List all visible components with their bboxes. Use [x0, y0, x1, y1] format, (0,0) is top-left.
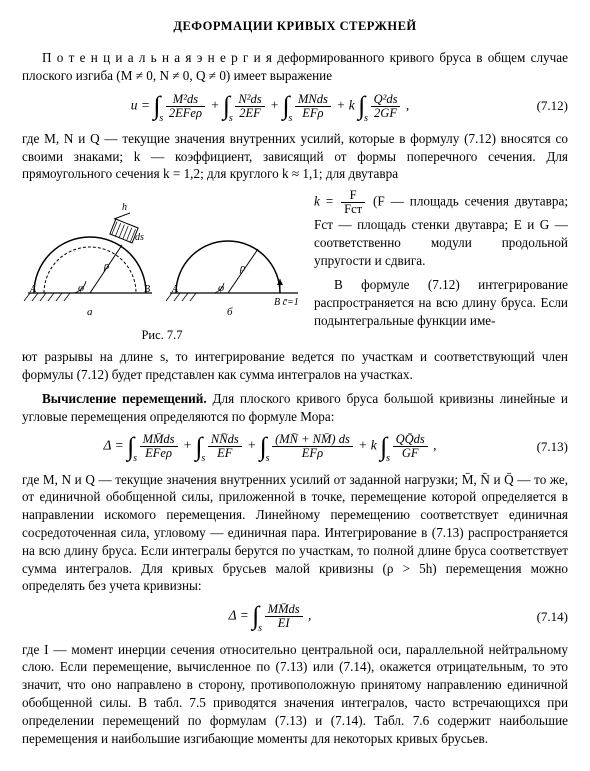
intro-em: П о т е н ц и а л ь н а я э н е р г и я — [42, 50, 272, 65]
figure-7-7: h ds ρ φ A B а ρ φ A B c̄=1 б Рис. 7.7 — [22, 193, 302, 344]
eq712-t4d: 2GF — [371, 107, 401, 120]
eq712-t1d: 2EFeρ — [166, 107, 205, 120]
eq713-t1d: EFeρ — [140, 447, 178, 460]
p4-bold: Вычисление перемещений. — [42, 391, 207, 406]
eq712-t2n: N²ds — [235, 93, 264, 107]
paragraph-6: где I — момент инерции сечения относител… — [22, 641, 568, 748]
svg-text:б: б — [227, 306, 233, 318]
svg-text:ds: ds — [135, 232, 144, 243]
svg-text:ρ: ρ — [239, 262, 245, 274]
eq713-lhs: Δ = — [104, 438, 124, 453]
eq713-k: k — [371, 438, 377, 453]
eq713-number: (7.13) — [518, 438, 568, 456]
figure-caption: Рис. 7.7 — [22, 327, 302, 344]
eq713-t3n: (MN̄ + NM̄) ds — [272, 433, 353, 447]
svg-text:h: h — [122, 202, 127, 213]
paragraph-3: ют разрывы на длине s, то интегрирование… — [22, 348, 568, 384]
eq714-t1d: EI — [265, 617, 303, 630]
eq714-lhs: Δ = — [229, 608, 249, 623]
eq714-t1n: MM̄ds — [265, 603, 303, 617]
svg-text:а: а — [87, 306, 93, 318]
svg-text:B: B — [144, 284, 150, 295]
paragraph-4: Вычисление перемещений. Для плоского кри… — [22, 390, 568, 426]
eq712-t1n: M²ds — [166, 93, 205, 107]
eq713-t1n: MM̄ds — [140, 433, 178, 447]
eq712-k: k — [349, 97, 355, 112]
paragraph-2: где M, N и Q — текущие значения внутренн… — [22, 130, 568, 183]
eq712-t3n: MNds — [295, 93, 331, 107]
svg-text:A: A — [29, 284, 37, 295]
eq712-t2d: 2EF — [235, 107, 264, 120]
kfrac-d: Fст — [341, 203, 365, 216]
paragraph-5: где M, N и Q — текущие значения внутренн… — [22, 471, 568, 596]
eq713-t2d: EF — [208, 447, 242, 460]
eq713-t3d: EFρ — [272, 447, 353, 460]
eq712-number: (7.12) — [518, 97, 568, 115]
eq713-t4n: QQ̄ds — [393, 433, 428, 447]
svg-text:A: A — [171, 284, 179, 295]
page-title: ДЕФОРМАЦИИ КРИВЫХ СТЕРЖНЕЙ — [22, 18, 568, 35]
equation-7-13: Δ = ∫s MM̄dsEFeρ + ∫s NN̄dsEF + ∫s (MN̄ … — [22, 433, 568, 460]
svg-text:B c̄=1: B c̄=1 — [274, 297, 299, 308]
equation-7-12: u = ∫s M²ds2EFeρ + ∫s N²ds2EF + ∫s MNdsE… — [22, 93, 568, 120]
eq714-number: (7.14) — [518, 608, 568, 626]
svg-text:φ: φ — [218, 282, 224, 294]
eq713-t4d: GF — [393, 447, 428, 460]
eq713-t2n: NN̄ds — [208, 433, 242, 447]
paragraph-intro: П о т е н ц и а л ь н а я э н е р г и я … — [22, 49, 568, 85]
kfrac-n: F — [341, 189, 365, 203]
svg-text:ρ: ρ — [103, 260, 109, 272]
equation-7-14: Δ = ∫s MM̄dsEI , (7.14) — [22, 603, 568, 630]
eq712-t3d: EFρ — [295, 107, 331, 120]
eq712-t4n: Q²ds — [371, 93, 401, 107]
figure-svg: h ds ρ φ A B а ρ φ A B c̄=1 б — [22, 193, 302, 323]
eq712-lhs: u = — [131, 97, 150, 112]
